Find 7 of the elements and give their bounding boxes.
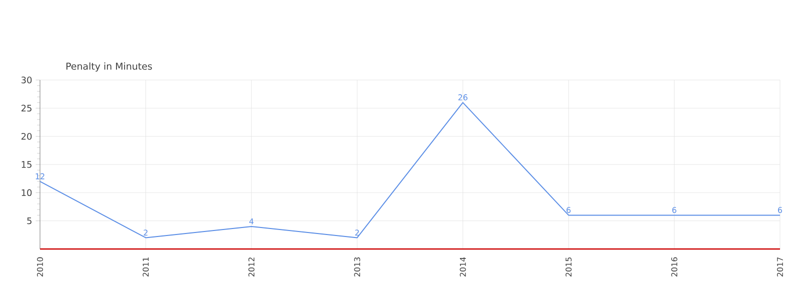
y-tick-label: 5 xyxy=(27,218,32,224)
y-tick-label: 30 xyxy=(22,76,32,84)
y-tick-label: 20 xyxy=(21,132,32,140)
y-tick-label: 25 xyxy=(21,104,32,112)
y-tick-label: 15 xyxy=(22,161,32,168)
chart-title: Penalty in Minutes xyxy=(66,62,152,72)
y-tick-label: 10 xyxy=(22,189,32,196)
